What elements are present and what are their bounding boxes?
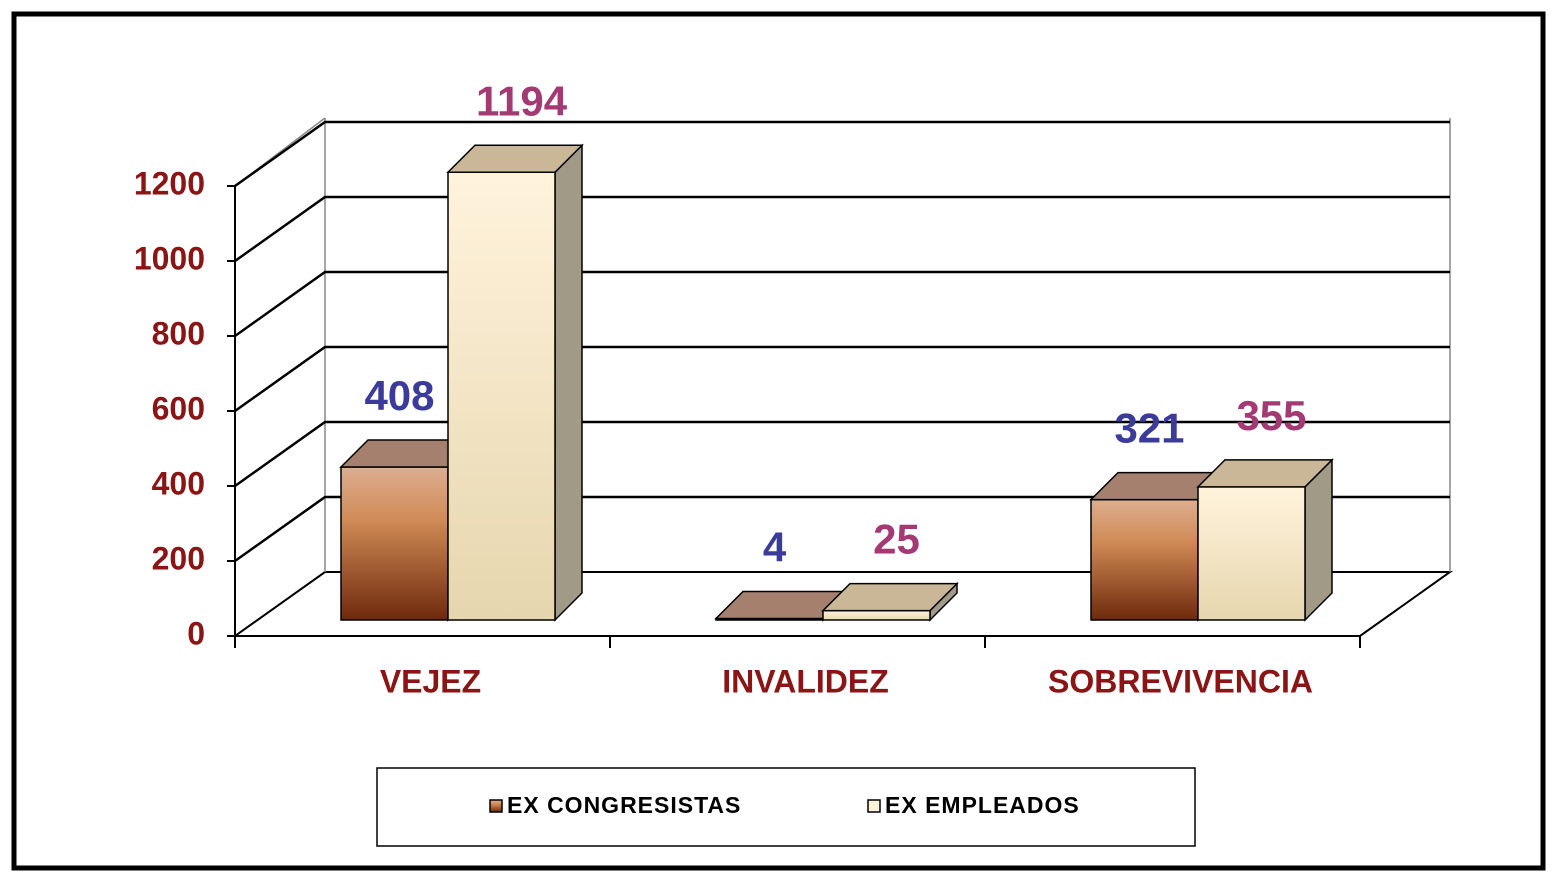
x-tick-label: VEJEZ xyxy=(380,663,481,699)
legend-box xyxy=(376,767,1196,847)
bar-top xyxy=(1196,459,1334,488)
x-tick-label: SOBREVIVENCIA xyxy=(1048,663,1313,699)
bar-top xyxy=(821,582,959,612)
bar-side xyxy=(1304,458,1333,622)
grid-line xyxy=(234,120,1450,188)
bar xyxy=(822,609,931,621)
data-label: 25 xyxy=(873,516,920,563)
legend-label: EX CONGRESISTAS xyxy=(507,792,741,818)
bar xyxy=(447,171,556,621)
bar-side xyxy=(554,143,583,622)
y-tick-label: 600 xyxy=(152,390,205,426)
y-tick-label: 1200 xyxy=(134,165,205,201)
frame xyxy=(11,11,1546,871)
data-label: 4 xyxy=(763,524,787,571)
grid-line xyxy=(234,345,1450,413)
y-tick-label: 1000 xyxy=(134,240,205,276)
data-label: 1194 xyxy=(476,77,568,124)
y-tick-label: 0 xyxy=(187,615,205,651)
y-tick-label: 400 xyxy=(152,465,205,501)
grid-line xyxy=(234,495,1450,563)
bar xyxy=(1197,486,1306,621)
grid-line xyxy=(234,195,1450,263)
grid-line xyxy=(234,270,1450,338)
legend-marker xyxy=(867,799,881,813)
bar xyxy=(340,466,449,621)
bar-top xyxy=(446,144,584,173)
bar xyxy=(1090,498,1199,621)
x-tick-label: INVALIDEZ xyxy=(722,663,889,699)
grid-line xyxy=(234,420,1450,488)
data-label: 355 xyxy=(1236,392,1306,439)
data-label: 321 xyxy=(1114,405,1184,452)
legend-label: EX EMPLEADOS xyxy=(885,792,1080,818)
legend-marker xyxy=(489,799,503,813)
y-tick-label: 200 xyxy=(152,540,205,576)
y-tick-label: 800 xyxy=(152,315,205,351)
data-label: 408 xyxy=(364,372,434,419)
